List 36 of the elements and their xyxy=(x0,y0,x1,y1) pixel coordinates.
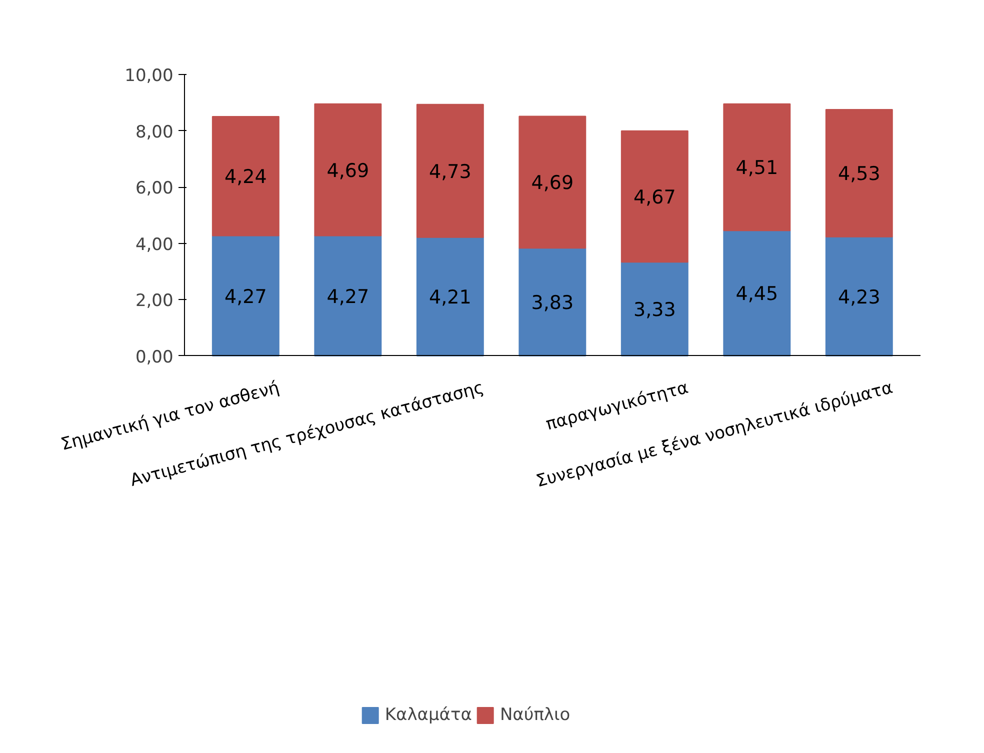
bar xyxy=(416,104,484,238)
bar xyxy=(825,236,893,356)
data-label: 4,21 xyxy=(429,286,472,309)
bar xyxy=(723,230,791,356)
y-tick-label: 4,00 xyxy=(135,234,174,255)
data-label: 4,45 xyxy=(736,283,778,306)
y-tick-label: 10,00 xyxy=(124,66,174,86)
data-label: 4,73 xyxy=(429,160,472,183)
bar xyxy=(620,262,688,356)
bar xyxy=(314,235,382,356)
bar xyxy=(212,235,280,356)
bar xyxy=(518,116,586,249)
bar xyxy=(723,103,791,232)
bar xyxy=(825,108,893,238)
data-label: 4,51 xyxy=(736,157,778,180)
data-label: 3,33 xyxy=(634,298,676,321)
data-label: 4,67 xyxy=(634,186,676,208)
data-label: 4,53 xyxy=(838,163,880,186)
data-label: 4,69 xyxy=(531,172,574,194)
bar xyxy=(314,103,382,236)
data-label: 4,23 xyxy=(838,286,880,308)
y-tick-label: 8,00 xyxy=(135,122,174,142)
data-label: 3,83 xyxy=(531,292,574,314)
data-label: 4,24 xyxy=(224,166,267,188)
bar xyxy=(620,130,688,263)
bar xyxy=(212,116,280,236)
legend-label: Ναύπλιο xyxy=(500,705,570,725)
y-tick-label: 0,00 xyxy=(135,347,174,368)
data-label: 4,69 xyxy=(326,160,370,182)
data-label: 4,27 xyxy=(224,286,267,308)
bar xyxy=(518,248,586,356)
y-tick-label: 2,00 xyxy=(135,291,174,312)
y-tick-label: 6,00 xyxy=(135,178,174,199)
bar xyxy=(416,236,484,356)
legend-label: Καλαμάτα xyxy=(384,705,472,725)
data-label: 4,27 xyxy=(326,286,370,308)
